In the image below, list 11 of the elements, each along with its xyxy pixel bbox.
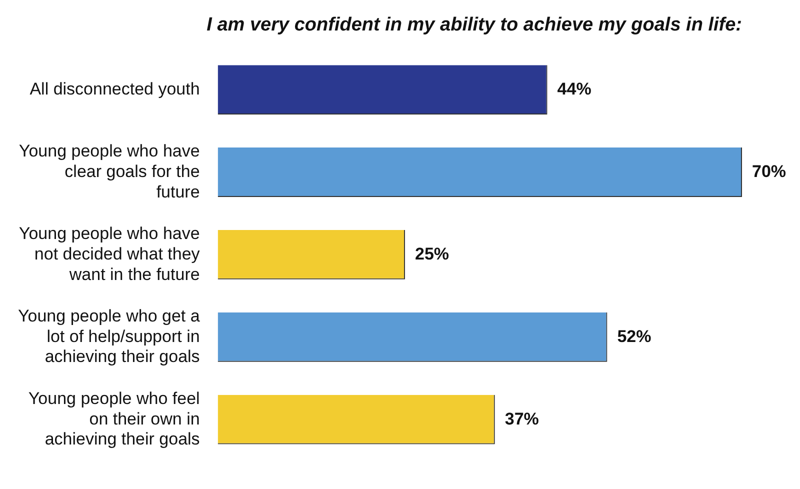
data-label: 37% <box>504 409 539 428</box>
chart-title: I am very confident in my ability to achieve my goals in life: <box>206 14 742 36</box>
y-tick-label: Young people who feel on their own in achieving their goals <box>28 388 200 449</box>
y-tick-label: All disconnected youth <box>30 80 200 99</box>
data-label: 44% <box>557 80 592 99</box>
data-label: 25% <box>415 244 450 264</box>
y-tick-label: Young people who have not decided what they want in the future <box>18 224 200 284</box>
y-tick-label: Young people who have clear goals for the future <box>18 142 200 202</box>
data-label: 70% <box>752 162 786 181</box>
y-tick-label: Young people who get a lot of help/support in achieving their goals <box>18 306 200 366</box>
data-label: 52% <box>617 326 652 346</box>
